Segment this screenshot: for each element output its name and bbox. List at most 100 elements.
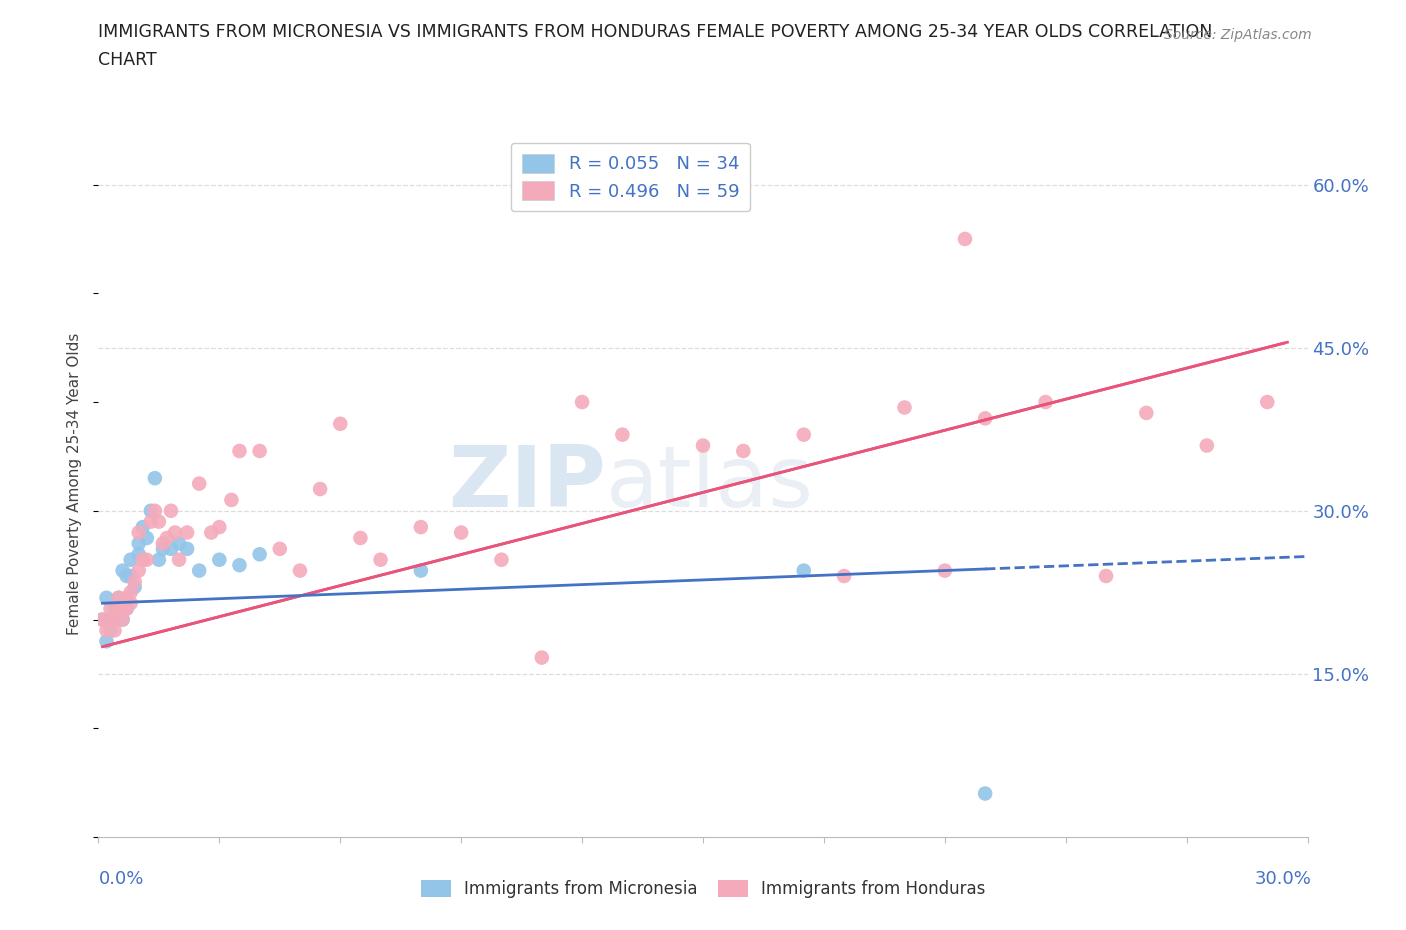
Point: [176, 541, 198, 556]
Point: [692, 438, 714, 453]
Point: [409, 564, 432, 578]
Point: [111, 612, 134, 627]
Point: [115, 601, 138, 616]
Point: [103, 601, 125, 616]
Point: [163, 525, 186, 540]
Point: [96, 591, 118, 605]
Point: [228, 444, 250, 458]
Point: [135, 552, 157, 567]
Point: [128, 525, 150, 540]
Point: [152, 536, 174, 551]
Point: [370, 552, 392, 567]
Point: [107, 591, 129, 605]
Point: [111, 601, 134, 616]
Point: [733, 444, 755, 458]
Point: [120, 596, 142, 611]
Point: [249, 547, 271, 562]
Point: [111, 612, 134, 627]
Point: [115, 601, 138, 616]
Point: [409, 520, 432, 535]
Text: Source: ZipAtlas.com: Source: ZipAtlas.com: [1164, 28, 1312, 42]
Point: [143, 503, 166, 518]
Point: [115, 591, 138, 605]
Point: [176, 525, 198, 540]
Point: [120, 568, 142, 583]
Point: [135, 530, 157, 545]
Point: [120, 552, 142, 567]
Point: [208, 552, 231, 567]
Text: 30.0%: 30.0%: [1256, 870, 1312, 888]
Point: [128, 547, 150, 562]
Point: [160, 541, 183, 556]
Point: [103, 623, 125, 638]
Point: [1195, 438, 1218, 453]
Text: ZIP: ZIP: [449, 442, 606, 525]
Point: [612, 427, 634, 442]
Point: [91, 612, 114, 627]
Point: [793, 427, 815, 442]
Point: [208, 520, 231, 535]
Point: [107, 591, 129, 605]
Point: [893, 400, 915, 415]
Point: [832, 568, 855, 583]
Point: [103, 612, 125, 627]
Legend: Immigrants from Micronesia, Immigrants from Honduras: Immigrants from Micronesia, Immigrants f…: [413, 873, 993, 905]
Point: [115, 568, 138, 583]
Point: [100, 612, 122, 627]
Text: CHART: CHART: [98, 51, 157, 69]
Y-axis label: Female Poverty Among 25-34 Year Olds: Female Poverty Among 25-34 Year Olds: [67, 332, 83, 635]
Point: [100, 623, 122, 638]
Point: [128, 564, 150, 578]
Text: 0.0%: 0.0%: [98, 870, 143, 888]
Point: [167, 552, 190, 567]
Point: [124, 579, 146, 594]
Point: [120, 585, 142, 600]
Point: [491, 552, 513, 567]
Point: [269, 541, 291, 556]
Point: [793, 564, 815, 578]
Point: [128, 536, 150, 551]
Point: [143, 471, 166, 485]
Point: [1095, 568, 1118, 583]
Point: [100, 601, 122, 616]
Point: [188, 476, 211, 491]
Point: [152, 541, 174, 556]
Point: [111, 564, 134, 578]
Point: [124, 574, 146, 589]
Point: [107, 601, 129, 616]
Point: [974, 786, 997, 801]
Point: [100, 612, 122, 627]
Point: [349, 530, 371, 545]
Point: [167, 536, 190, 551]
Point: [91, 612, 114, 627]
Point: [156, 530, 179, 545]
Point: [107, 601, 129, 616]
Point: [530, 650, 553, 665]
Point: [96, 623, 118, 638]
Point: [329, 417, 352, 432]
Text: IMMIGRANTS FROM MICRONESIA VS IMMIGRANTS FROM HONDURAS FEMALE POVERTY AMONG 25-3: IMMIGRANTS FROM MICRONESIA VS IMMIGRANTS…: [98, 23, 1213, 41]
Point: [221, 493, 243, 508]
Text: atlas: atlas: [606, 442, 814, 525]
Point: [200, 525, 222, 540]
Point: [450, 525, 472, 540]
Point: [103, 612, 125, 627]
Point: [288, 564, 311, 578]
Point: [228, 558, 250, 573]
Point: [1135, 405, 1157, 420]
Point: [148, 514, 170, 529]
Point: [132, 552, 155, 567]
Point: [1256, 394, 1278, 409]
Point: [309, 482, 332, 497]
Point: [974, 411, 997, 426]
Point: [160, 503, 183, 518]
Point: [249, 444, 271, 458]
Point: [132, 520, 155, 535]
Point: [953, 232, 976, 246]
Legend: R = 0.055   N = 34, R = 0.496   N = 59: R = 0.055 N = 34, R = 0.496 N = 59: [510, 143, 749, 211]
Point: [188, 564, 211, 578]
Point: [148, 552, 170, 567]
Point: [1035, 394, 1057, 409]
Point: [934, 564, 956, 578]
Point: [571, 394, 593, 409]
